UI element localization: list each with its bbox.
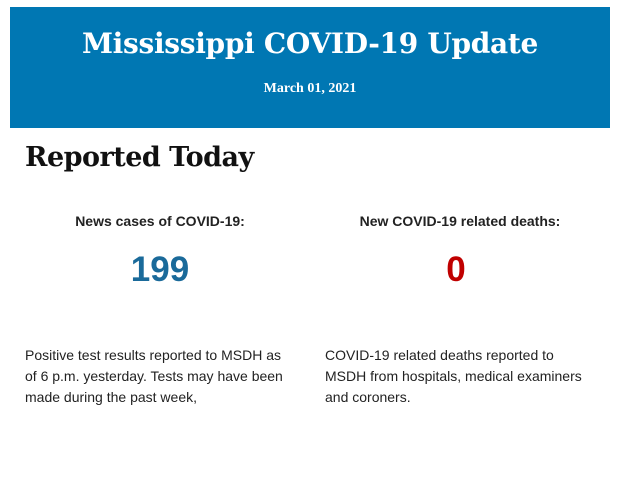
header-banner: Mississippi COVID-19 Update March 01, 20…: [10, 7, 610, 128]
section-title: Reported Today: [25, 142, 254, 173]
note-line: COVID-19 related deaths reported to: [325, 347, 554, 363]
note-line: and coroners.: [325, 389, 411, 405]
new-deaths-value: 0: [446, 250, 466, 289]
note-line: Positive test results reported to MSDH a…: [25, 347, 281, 363]
new-deaths-label: New COVID-19 related deaths:: [359, 213, 561, 229]
new-cases-value: 199: [130, 250, 190, 289]
note-line: MSDH from hospitals, medical examiners: [325, 368, 582, 384]
new-deaths-note: COVID-19 related deaths reported to MSDH…: [325, 345, 615, 408]
new-cases-label: News cases of COVID-19:: [75, 213, 245, 229]
update-date: March 01, 2021: [263, 81, 357, 96]
page-title: Mississippi COVID-19 Update: [81, 27, 538, 60]
note-line: made during the past week,: [25, 389, 197, 405]
note-line: of 6 p.m. yesterday. Tests may have been: [25, 368, 283, 384]
new-cases-note: Positive test results reported to MSDH a…: [25, 345, 315, 408]
